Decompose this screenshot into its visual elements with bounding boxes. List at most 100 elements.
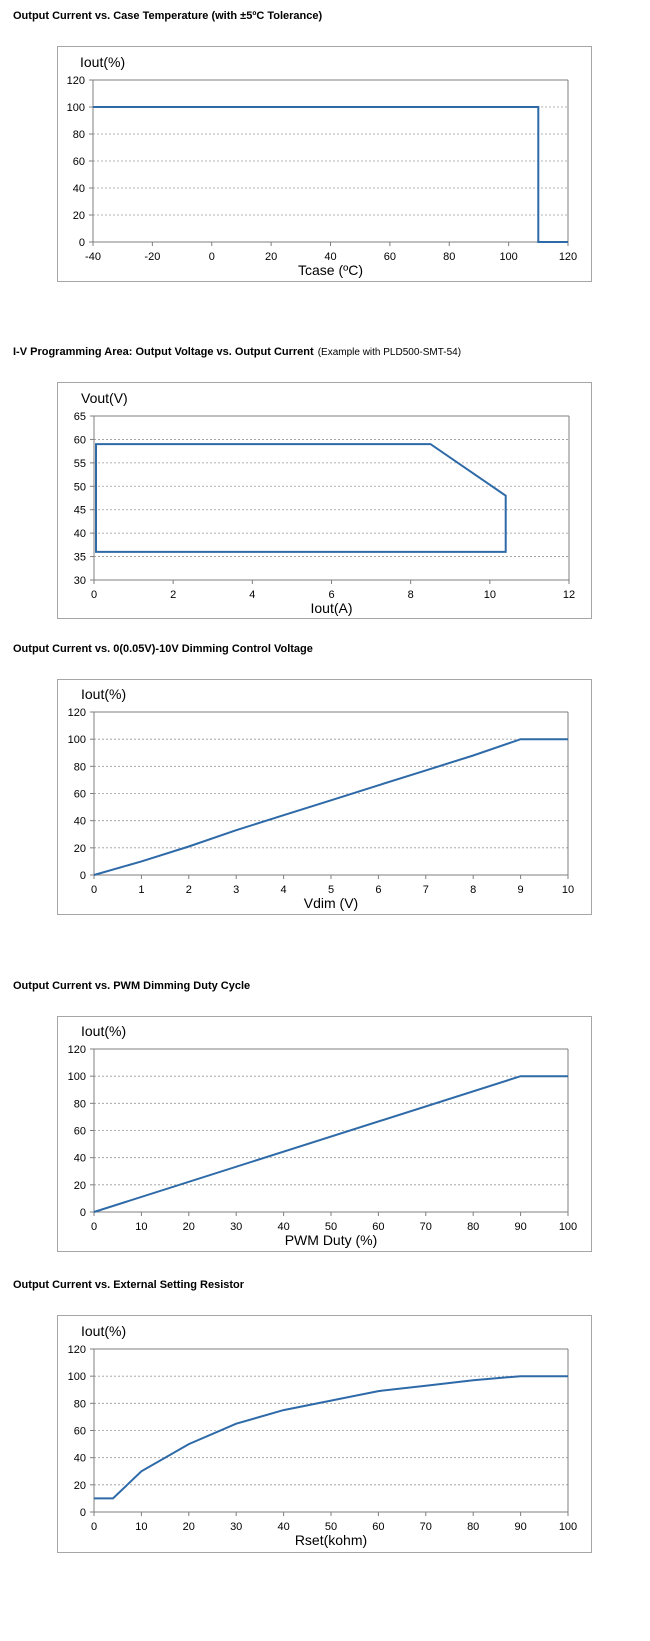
chart-1-x-tick-label: 120 xyxy=(559,251,577,263)
chart-3-x-axis-label: Vdim (V) xyxy=(304,895,358,911)
chart-3-x-tick-label: 10 xyxy=(562,884,574,896)
chart-5-title-text: Output Current vs. External Setting Resi… xyxy=(13,1279,245,1291)
chart-3-frame: 0 20 40 60 80 100 120 0 1 2 3 4 5 6 7 8 9 10 Iout(%) Vdim (… xyxy=(57,679,592,915)
chart-5-y-tick-label: 60 xyxy=(74,1426,86,1438)
chart-4-y-axis-label: Iout(%) xyxy=(81,1023,126,1039)
chart-1-x-tick-label: 0 xyxy=(209,251,215,263)
chart-4-y-tick-label: 40 xyxy=(74,1153,86,1165)
chart-2-x-tick-label: 8 xyxy=(408,589,414,601)
chart-5-x-tick-label: 20 xyxy=(183,1521,195,1533)
chart-4-y-tick-label: 120 xyxy=(68,1044,86,1056)
chart-4-x-tick-label: 20 xyxy=(183,1221,195,1233)
chart-2-y-axis-label: Vout(V) xyxy=(81,390,128,406)
chart-4-x-axis-label: PWM Duty (%) xyxy=(285,1232,378,1248)
chart-1-y-tick-label: 0 xyxy=(79,237,85,249)
chart-3-y-tick-label: 60 xyxy=(74,789,86,801)
chart-3-y-tick-label: 80 xyxy=(74,761,86,773)
chart-2-y-tick-label: 60 xyxy=(74,434,86,446)
chart-4-frame: 0 20 40 60 80 100 120 0 10 20 30 40 50 60 70 80 90 100 Iou… xyxy=(57,1016,592,1252)
chart-5-plot: 0 20 40 60 80 100 120 0 10 20 30 40 50 60 70 80 90 100 Iou… xyxy=(68,1323,578,1548)
chart-5-frame: 0 20 40 60 80 100 120 0 10 20 30 40 50 60 70 80 90 100 Iou… xyxy=(57,1315,592,1553)
chart-4-x-tick-label: 0 xyxy=(91,1221,97,1233)
chart-4-series-line xyxy=(93,1075,568,1213)
chart-3-x-tick-label: 0 xyxy=(91,884,97,896)
chart-4-x-tick-label: 10 xyxy=(135,1221,147,1233)
chart-2-y-tick-label: 65 xyxy=(74,411,86,423)
chart-3-x-tick-label: 3 xyxy=(233,884,239,896)
chart-5-x-tick-label: 40 xyxy=(277,1521,289,1533)
chart-1-x-tick-label: 20 xyxy=(265,251,277,263)
chart-3-title-text: Output Current vs. 0(0.05V)-10V Dimming … xyxy=(13,643,313,655)
chart-2-y-tick-label: 35 xyxy=(74,552,86,564)
chart-2-x-tick-label: 2 xyxy=(170,589,176,601)
chart-1-x-tick-label: -40 xyxy=(85,251,101,263)
chart-5-title: Output Current vs. External Setting Resi… xyxy=(13,1279,244,1291)
chart-5-y-tick-label: 0 xyxy=(80,1507,86,1519)
chart-1-x-tick-label: 60 xyxy=(384,251,396,263)
chart-4-y-tick-label: 20 xyxy=(74,1180,86,1192)
chart-5-y-tick-label: 120 xyxy=(68,1344,86,1356)
chart-2-subtitle: (Example with PLD500-SMT-54) xyxy=(317,347,462,358)
chart-2-y-tick-label: 40 xyxy=(74,528,86,540)
chart-4-x-tick-label: 90 xyxy=(514,1221,526,1233)
chart-5-series-line xyxy=(94,1375,568,1500)
chart-5-x-tick-label: 90 xyxy=(514,1521,526,1533)
chart-3-x-tick-label: 4 xyxy=(281,884,287,896)
chart-1-title: Output Current vs. Case Temperature (wit… xyxy=(13,10,322,22)
chart-2-x-axis-label: Iout(A) xyxy=(310,600,352,616)
chart-1-series-line xyxy=(93,106,568,243)
chart-3-y-tick-label: 20 xyxy=(74,843,86,855)
chart-4-y-tick-label: 60 xyxy=(74,1126,86,1138)
chart-4-x-tick-label: 30 xyxy=(230,1221,242,1233)
chart-3-y-tick-label: 120 xyxy=(68,707,86,719)
chart-4-y-tick-label: 100 xyxy=(68,1071,86,1083)
chart-3-x-tick-label: 8 xyxy=(470,884,476,896)
chart-5-x-tick-label: 80 xyxy=(467,1521,479,1533)
chart-2-series-line xyxy=(95,443,507,553)
chart-5-x-tick-label: 70 xyxy=(420,1521,432,1533)
chart-5-x-tick-label: 10 xyxy=(135,1521,147,1533)
chart-4-title-text: Output Current vs. PWM Dimming Duty Cycl… xyxy=(13,980,251,992)
chart-5-y-tick-label: 100 xyxy=(68,1371,86,1383)
chart-2-title-text: I-V Programming Area: Output Voltage vs.… xyxy=(13,346,314,358)
chart-3-x-tick-label: 9 xyxy=(518,884,524,896)
chart-2-y-tick-label: 50 xyxy=(74,481,86,493)
chart-3-title: Output Current vs. 0(0.05V)-10V Dimming … xyxy=(13,643,313,655)
chart-4-x-tick-label: 70 xyxy=(420,1221,432,1233)
chart-4-x-tick-label: 60 xyxy=(372,1221,384,1233)
chart-2-y-tick-label: 30 xyxy=(74,575,86,587)
chart-5-x-axis-label: Rset(kohm) xyxy=(295,1532,367,1548)
chart-2-x-tick-label: 6 xyxy=(328,589,334,601)
chart-1-plot: 0 20 40 60 80 100 120 -40 -20 0 20 40 60 80 100 120 Iout… xyxy=(67,54,578,278)
chart-2-x-tick-label: 12 xyxy=(563,589,575,601)
chart-3-plot: 0 20 40 60 80 100 120 0 1 2 3 4 5 6 7 8 9 10 Iout(%) Vdim (… xyxy=(68,686,574,911)
chart-3-x-tick-label: 1 xyxy=(138,884,144,896)
chart-5-y-tick-label: 40 xyxy=(74,1453,86,1465)
chart-5-x-tick-label: 30 xyxy=(230,1521,242,1533)
chart-3-y-tick-label: 40 xyxy=(74,816,86,828)
chart-4-x-tick-label: 80 xyxy=(467,1221,479,1233)
chart-3-series-line xyxy=(93,738,568,876)
chart-1-x-tick-label: -20 xyxy=(144,251,160,263)
chart-5-x-tick-label: 100 xyxy=(559,1521,577,1533)
chart-1-x-tick-label: 80 xyxy=(443,251,455,263)
chart-1-frame: 0 20 40 60 80 100 120 -40 -20 0 20 40 60 80 100 120 Iout… xyxy=(57,46,592,282)
chart-4-x-tick-label: 50 xyxy=(325,1221,337,1233)
chart-2-y-tick-label: 45 xyxy=(74,505,86,517)
chart-2-x-tick-label: 10 xyxy=(484,589,496,601)
chart-2-title: I-V Programming Area: Output Voltage vs.… xyxy=(13,346,461,358)
chart-5-y-axis-label: Iout(%) xyxy=(81,1323,126,1339)
chart-4-x-tick-label: 40 xyxy=(277,1221,289,1233)
chart-1-y-tick-label: 80 xyxy=(73,129,85,141)
chart-3-y-tick-label: 100 xyxy=(68,734,86,746)
chart-3-x-tick-label: 7 xyxy=(423,884,429,896)
chart-3-y-axis-label: Iout(%) xyxy=(81,686,126,702)
chart-5-y-tick-label: 20 xyxy=(74,1480,86,1492)
chart-3-x-tick-label: 5 xyxy=(328,884,334,896)
chart-1-y-tick-label: 20 xyxy=(73,210,85,222)
chart-5-x-tick-label: 0 xyxy=(91,1521,97,1533)
chart-3-x-tick-label: 6 xyxy=(375,884,381,896)
chart-3-y-tick-label: 0 xyxy=(80,870,86,882)
chart-4-y-tick-label: 0 xyxy=(80,1207,86,1219)
chart-1-x-axis-label: Tcase (ºC) xyxy=(298,262,363,278)
